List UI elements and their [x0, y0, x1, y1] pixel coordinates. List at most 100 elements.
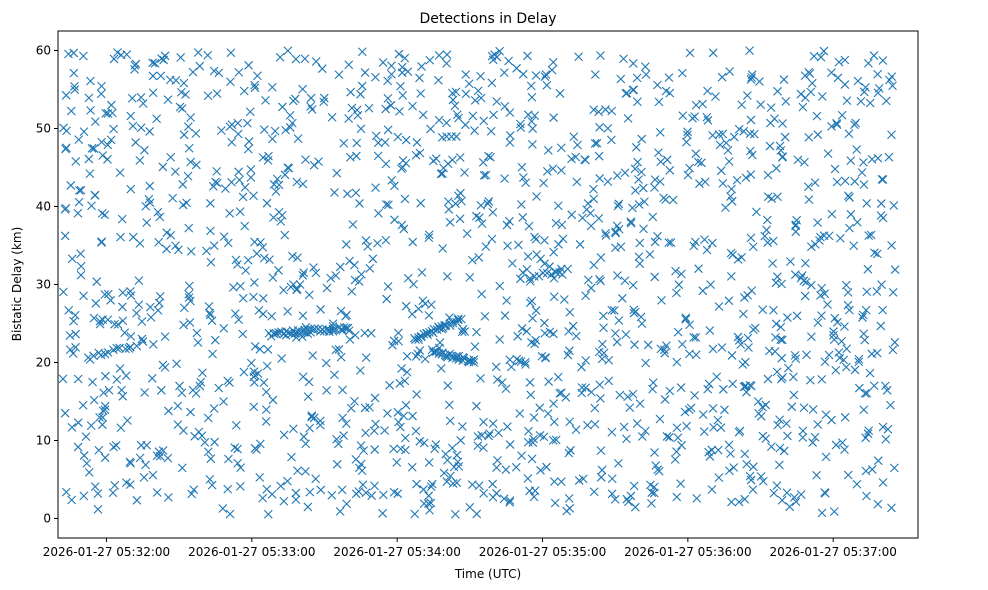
data-point — [734, 497, 744, 507]
data-point — [345, 256, 354, 266]
data-point — [386, 101, 396, 110]
data-point — [821, 452, 831, 462]
data-point — [775, 460, 784, 470]
data-point — [845, 193, 854, 202]
data-point — [373, 238, 382, 248]
data-point — [590, 403, 600, 413]
data-point — [183, 171, 193, 181]
data-point — [223, 484, 233, 494]
data-point — [816, 52, 826, 62]
data-point — [529, 434, 538, 444]
data-point — [768, 258, 777, 268]
data-point — [559, 295, 569, 304]
data-point — [464, 79, 474, 89]
data-point — [292, 177, 302, 187]
data-point — [799, 403, 809, 413]
data-point — [641, 70, 651, 79]
data-point — [484, 431, 494, 441]
data-point — [274, 328, 283, 337]
data-point — [583, 275, 593, 285]
data-point — [71, 329, 81, 339]
data-point — [370, 393, 380, 403]
data-point — [615, 390, 625, 400]
data-point — [587, 387, 596, 397]
data-point — [478, 158, 488, 167]
data-point — [536, 465, 545, 475]
data-point — [864, 231, 874, 240]
data-point — [568, 321, 578, 331]
data-point — [460, 327, 470, 337]
data-point — [639, 197, 649, 207]
data-point — [192, 328, 202, 338]
data-point — [635, 399, 645, 408]
data-point — [607, 106, 617, 116]
data-point — [417, 268, 427, 277]
data-point — [873, 88, 883, 98]
data-point — [203, 413, 213, 423]
data-point — [172, 359, 181, 369]
data-point — [505, 108, 515, 117]
data-point — [808, 405, 818, 414]
data-point — [854, 357, 864, 367]
data-point — [457, 327, 467, 337]
data-point — [207, 480, 217, 490]
data-point — [153, 207, 163, 217]
data-point — [817, 283, 827, 293]
data-point — [594, 107, 603, 117]
data-point — [100, 401, 110, 411]
data-point — [862, 287, 872, 297]
data-point — [328, 324, 338, 334]
data-point — [859, 158, 868, 167]
data-point — [141, 460, 150, 470]
data-point — [401, 135, 411, 145]
data-point — [888, 287, 898, 297]
data-point — [71, 342, 80, 352]
data-point — [524, 426, 533, 436]
data-point — [332, 459, 342, 469]
data-point — [791, 354, 801, 364]
data-point — [400, 376, 410, 386]
data-point — [553, 201, 563, 211]
data-point — [61, 487, 71, 497]
data-point — [193, 48, 203, 57]
data-point — [832, 118, 841, 128]
data-point — [491, 362, 501, 372]
data-point — [403, 67, 413, 77]
data-point — [787, 402, 797, 412]
data-point — [781, 97, 791, 106]
data-point — [288, 96, 298, 106]
data-point — [347, 103, 357, 113]
data-point — [758, 305, 768, 315]
data-point — [466, 356, 476, 366]
data-point — [718, 179, 728, 188]
data-point — [659, 193, 669, 203]
data-point — [205, 474, 215, 484]
data-point — [250, 80, 259, 90]
data-point — [494, 428, 503, 438]
data-point — [756, 472, 766, 481]
data-point — [779, 446, 789, 456]
data-point — [252, 445, 261, 455]
data-point — [334, 70, 344, 80]
data-point — [727, 351, 737, 360]
data-point — [564, 493, 574, 503]
data-point — [776, 335, 786, 345]
data-point — [265, 255, 274, 265]
data-point — [390, 181, 399, 191]
data-point — [887, 503, 896, 513]
data-point — [267, 311, 277, 321]
data-point — [148, 470, 158, 480]
data-point — [515, 119, 525, 129]
data-point — [308, 351, 318, 360]
data-point — [283, 163, 293, 173]
data-point — [621, 330, 631, 339]
data-point — [402, 367, 412, 377]
data-point — [887, 130, 896, 140]
data-point — [626, 491, 636, 501]
data-point — [311, 57, 321, 66]
data-point — [690, 237, 700, 247]
data-point — [525, 486, 534, 496]
data-point — [450, 101, 460, 111]
data-point — [434, 50, 444, 60]
data-point — [791, 497, 801, 507]
